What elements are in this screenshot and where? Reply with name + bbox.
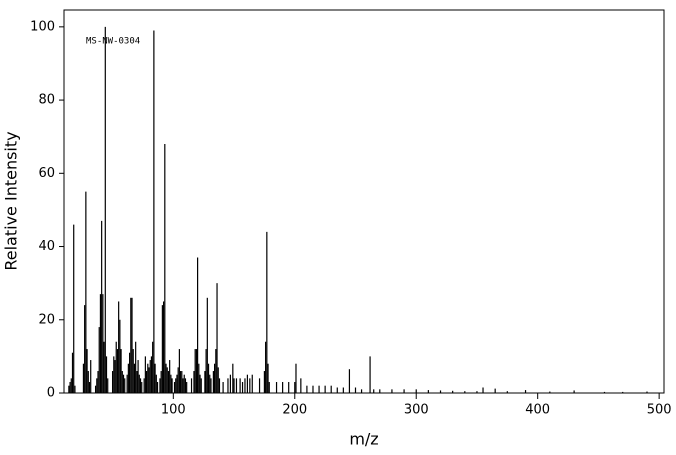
x-axis-title: m/z xyxy=(349,430,378,449)
x-tick-label: 400 xyxy=(525,403,550,418)
y-tick-label: 80 xyxy=(38,93,55,108)
x-tick-label: 100 xyxy=(161,403,186,418)
y-tick-label: 20 xyxy=(38,312,55,327)
y-tick-label: 0 xyxy=(47,386,55,401)
x-tick-label: 500 xyxy=(647,403,672,418)
y-tick-label: 40 xyxy=(38,239,55,254)
y-tick-label: 100 xyxy=(30,19,55,34)
annotation: MS-NW-0304 xyxy=(86,37,140,47)
y-axis-title: Relative Intensity xyxy=(2,131,21,270)
x-tick-label: 200 xyxy=(282,403,307,418)
y-tick-label: 60 xyxy=(38,166,55,181)
plot-frame xyxy=(63,9,665,394)
x-tick-label: 300 xyxy=(404,403,429,418)
